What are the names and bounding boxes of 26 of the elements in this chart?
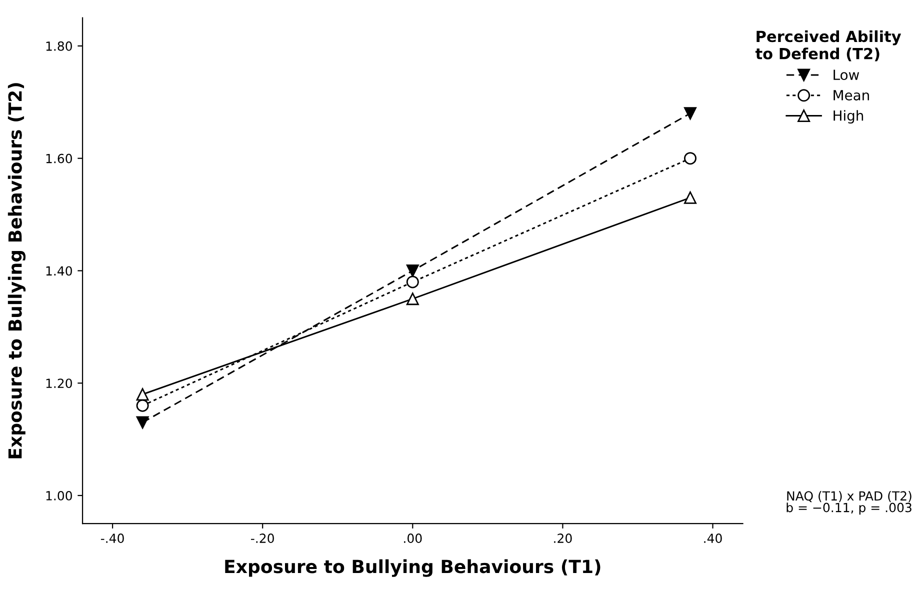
y-tick-label: 1.00: [46, 490, 72, 500]
y-tick-label: 1.60: [46, 154, 72, 164]
y-tick-label: 1.80: [46, 41, 72, 51]
y-axis-title: Exposure to Bullying Behaviours (T2): [8, 83, 26, 458]
point: [684, 191, 696, 204]
point: [136, 388, 149, 401]
point: [684, 107, 696, 120]
text: NAQ (T1) x PAD (T2) b = −0.11, p = .003: [786, 490, 912, 515]
x-tick-label: .00: [404, 534, 422, 543]
point: [136, 416, 149, 429]
point: [406, 276, 419, 288]
legend-label: Low: [834, 70, 860, 80]
y-tick-label: 1.40: [46, 266, 72, 276]
y-tick-label: 1.20: [46, 378, 72, 388]
point: [136, 399, 149, 412]
x-tick-label: -.20: [251, 534, 274, 543]
x-axis-title: Exposure to Bullying Behaviours (T1): [225, 559, 600, 577]
x-tick-label: .20: [554, 534, 572, 543]
x-tick-label: .40: [704, 534, 722, 543]
legend-label: High: [834, 110, 864, 124]
x-tick-label: -.40: [100, 534, 124, 543]
legend-label: Mean: [834, 90, 869, 100]
point: [406, 292, 419, 306]
point: [406, 264, 419, 277]
legend-title: Perceived Ability to Defend (T2): [755, 30, 902, 62]
point: [684, 152, 696, 165]
